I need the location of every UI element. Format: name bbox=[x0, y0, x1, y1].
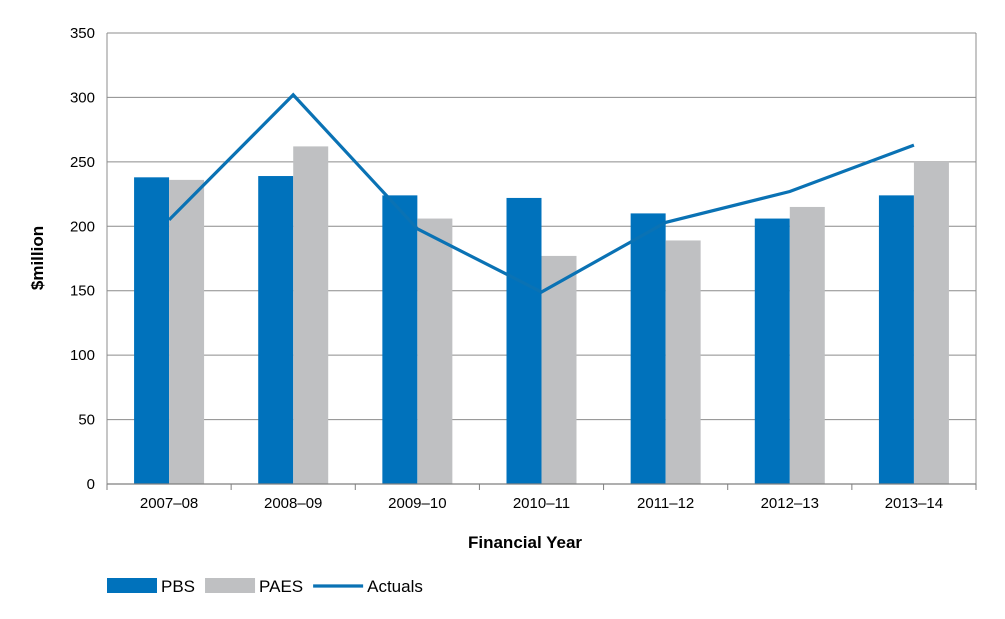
x-tick-label: 2009–10 bbox=[388, 495, 446, 512]
x-tick-label: 2008–09 bbox=[264, 495, 322, 512]
bar-paes-2007–08 bbox=[169, 179, 205, 484]
bar-pbs-2009–10 bbox=[382, 195, 418, 485]
legend-item-pbs: PBS bbox=[107, 577, 195, 596]
y-tick-label: 200 bbox=[70, 218, 95, 235]
y-tick-label: 300 bbox=[70, 89, 95, 106]
bars bbox=[134, 146, 949, 485]
legend-swatch-pbs bbox=[107, 578, 157, 593]
y-axis-title: $million bbox=[28, 226, 47, 290]
bar-paes-2011–12 bbox=[665, 240, 701, 484]
legend-label: PAES bbox=[259, 577, 303, 596]
legend-item-actuals: Actuals bbox=[313, 577, 423, 596]
bar-pbs-2013–14 bbox=[878, 195, 914, 485]
y-tick-label: 0 bbox=[87, 476, 95, 493]
bar-paes-2010–11 bbox=[541, 255, 577, 484]
legend-label: Actuals bbox=[367, 577, 423, 596]
x-axis-title: Financial Year bbox=[468, 533, 582, 552]
bar-pbs-2011–12 bbox=[630, 213, 666, 484]
y-tick-label: 50 bbox=[78, 412, 95, 429]
x-tick-label: 2007–08 bbox=[140, 495, 198, 512]
y-tick-label: 150 bbox=[70, 283, 95, 300]
bar-paes-2012–13 bbox=[789, 206, 825, 484]
y-tick-label: 250 bbox=[70, 154, 95, 171]
legend-swatch-paes bbox=[205, 578, 256, 593]
bar-pbs-2012–13 bbox=[754, 218, 790, 484]
legend: PBS PAES Actuals bbox=[107, 577, 423, 596]
y-tick-label: 350 bbox=[70, 25, 95, 42]
bar-paes-2008–09 bbox=[293, 146, 329, 484]
bar-paes-2013–14 bbox=[913, 161, 949, 484]
legend-item-paes: PAES bbox=[205, 577, 303, 596]
line-actuals bbox=[167, 92, 915, 294]
legend-label: PBS bbox=[161, 577, 195, 596]
axes: 0 50 100 150 200 250 300 350 2007–08 2008–09 2009–… bbox=[70, 25, 977, 512]
x-tick-label: 2012–13 bbox=[761, 495, 819, 512]
x-tick-label: 2013–14 bbox=[885, 495, 943, 512]
bar-paes-2009–10 bbox=[417, 218, 453, 484]
x-tick-label: 2010–11 bbox=[513, 495, 570, 512]
bar-pbs-2010–11 bbox=[506, 197, 542, 485]
x-tick-label: 2011–12 bbox=[637, 495, 694, 512]
bar-pbs-2008–09 bbox=[258, 176, 294, 484]
bar-pbs-2007–08 bbox=[134, 177, 170, 484]
actuals-line-layer bbox=[167, 92, 915, 294]
y-tick-label: 100 bbox=[70, 347, 95, 364]
